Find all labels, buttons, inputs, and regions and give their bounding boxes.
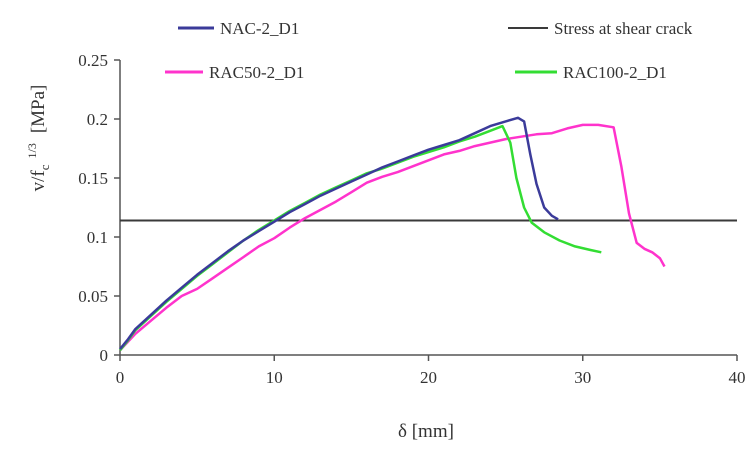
legend-label-shear-crack: Stress at shear crack	[554, 19, 693, 38]
y-tick-label: 0.15	[78, 169, 108, 188]
y-axis-title-unit: [MPa]	[28, 85, 49, 134]
legend-label-rac50: RAC50-2_D1	[209, 63, 304, 82]
x-tick-label: 40	[729, 368, 746, 387]
y-tick-label: 0.1	[87, 228, 108, 247]
x-axis-title: δ [mm]	[398, 421, 454, 442]
series-line-nac	[119, 116, 559, 350]
y-tick-label: 0.05	[78, 287, 108, 306]
x-tick-label: 10	[266, 368, 283, 387]
axes: 0 10 20 30 40 0 0.05 0.1 0.15 0.2 0.25	[78, 51, 745, 387]
series-line-rac100	[119, 124, 602, 352]
y-tick-label: 0.2	[87, 110, 108, 129]
series-line-rac50	[119, 123, 666, 352]
x-tick-label: 30	[574, 368, 591, 387]
x-ticks: 0 10 20 30 40	[116, 355, 746, 387]
y-tick-label: 0.25	[78, 51, 108, 70]
y-tick-label: 0	[100, 346, 109, 365]
x-tick-label: 20	[420, 368, 437, 387]
y-axis-title-main: v/f	[28, 170, 49, 192]
legend-label-rac100: RAC100-2_D1	[563, 63, 667, 82]
x-tick-label: 0	[116, 368, 125, 387]
y-axis-title-sup: 1/3	[25, 143, 39, 158]
series-layer	[119, 116, 737, 352]
legend-label-nac: NAC-2_D1	[220, 19, 299, 38]
y-axis-title-sub: c	[37, 164, 52, 170]
y-ticks: 0 0.05 0.1 0.15 0.2 0.25	[78, 51, 120, 365]
legend: NAC-2_D1 Stress at shear crack RAC50-2_D…	[165, 19, 693, 82]
y-axis-title: v/fc 1/3 [MPa]	[25, 85, 52, 192]
